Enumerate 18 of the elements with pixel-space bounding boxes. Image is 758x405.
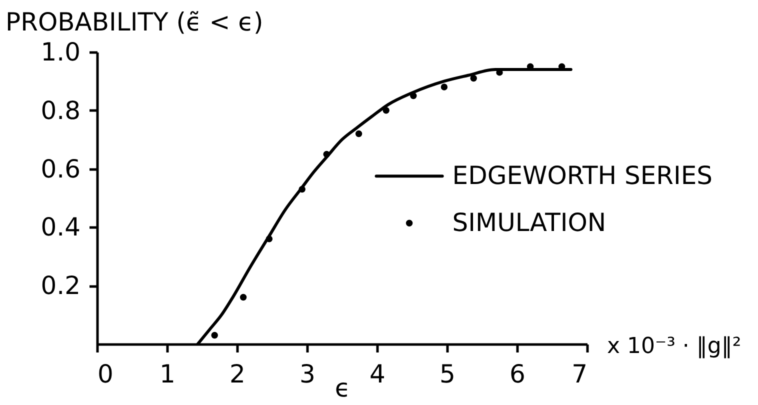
x-tick-label: 0	[98, 360, 114, 388]
x-tick-label: 6	[510, 360, 526, 388]
text: x 10⁻³ · ‖g‖²	[607, 334, 742, 359]
x-tick-label: 2	[230, 360, 246, 388]
x-tick-label: 1	[160, 360, 176, 388]
x-tick-label: 3	[300, 360, 316, 388]
x-tick-label: 4	[370, 360, 386, 388]
y-tick-label: 0.6	[40, 154, 80, 184]
y-tick-label: 1.0	[40, 38, 80, 66]
x-tick-label: 7	[572, 360, 588, 388]
x-axis-title: ϵ	[334, 374, 350, 402]
y-tick-label: 0.2	[40, 271, 80, 300]
y-tick-label: 0.4	[40, 212, 80, 242]
y-tick-label: 0.8	[40, 96, 80, 125]
x-tick-label: 5	[440, 360, 456, 388]
legend-label: SIMULATION	[452, 208, 606, 238]
y-axis-title: PROBABILITY (ϵ̃ < ϵ)	[6, 8, 264, 36]
legend-label: EDGEWORTH SERIES	[452, 161, 713, 190]
